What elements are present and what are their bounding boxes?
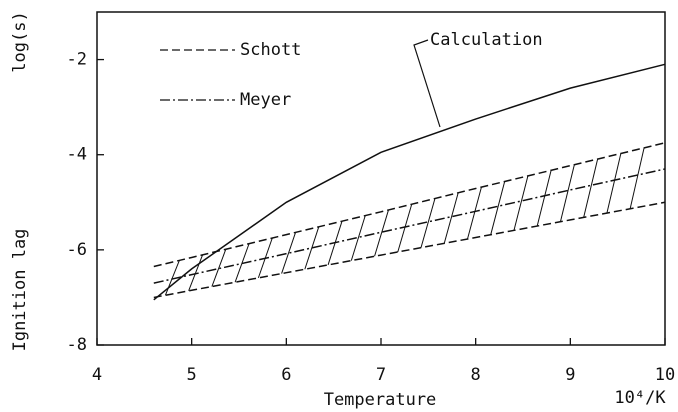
x-tick-label: 5: [187, 365, 197, 385]
hatch: [420, 198, 436, 248]
hatch: [536, 170, 552, 227]
annotation-leader: [413, 39, 441, 128]
hatch: [513, 175, 529, 231]
hatch: [350, 215, 366, 261]
hatch: [629, 147, 645, 209]
y-axis-label: Ignition lag: [10, 229, 30, 352]
x-tick-label: 9: [565, 365, 575, 385]
x-tick-label: 10: [655, 365, 675, 385]
x-tick-label: 7: [376, 365, 386, 385]
y-axis-unit: log(s): [10, 11, 30, 72]
plot-frame: [96, 11, 666, 346]
hatch: [443, 192, 459, 244]
hatch: [467, 186, 482, 240]
y-tick-label: -8: [67, 335, 87, 355]
hatch: [397, 204, 413, 253]
x-axis-label: Temperature: [324, 390, 437, 410]
band-edge: [153, 142, 666, 268]
y-tick-label: -4: [67, 145, 87, 165]
legend-label: Meyer: [240, 90, 291, 110]
hatch: [188, 254, 204, 292]
series-line: [153, 168, 666, 284]
hatch: [304, 226, 320, 270]
x-tick-label: 8: [471, 365, 481, 385]
hatch: [374, 209, 389, 257]
hatch: [559, 164, 575, 222]
hatch: [606, 153, 622, 214]
x-tick-label: 6: [281, 365, 291, 385]
y-tick-label: -6: [67, 240, 87, 260]
band-edge: [153, 201, 666, 299]
hatch: [164, 260, 180, 296]
y-tick-label: -2: [67, 50, 87, 70]
annotation-label: Calculation: [430, 30, 543, 50]
hatch: [281, 232, 297, 274]
hatch: [490, 181, 506, 235]
hatch: [583, 158, 599, 218]
hatch: [211, 249, 227, 287]
x-axis-unit: 10⁴/K: [614, 388, 666, 408]
x-tick-label: 4: [92, 365, 102, 385]
series-line: [153, 63, 666, 301]
legend-label: Schott: [240, 40, 301, 60]
